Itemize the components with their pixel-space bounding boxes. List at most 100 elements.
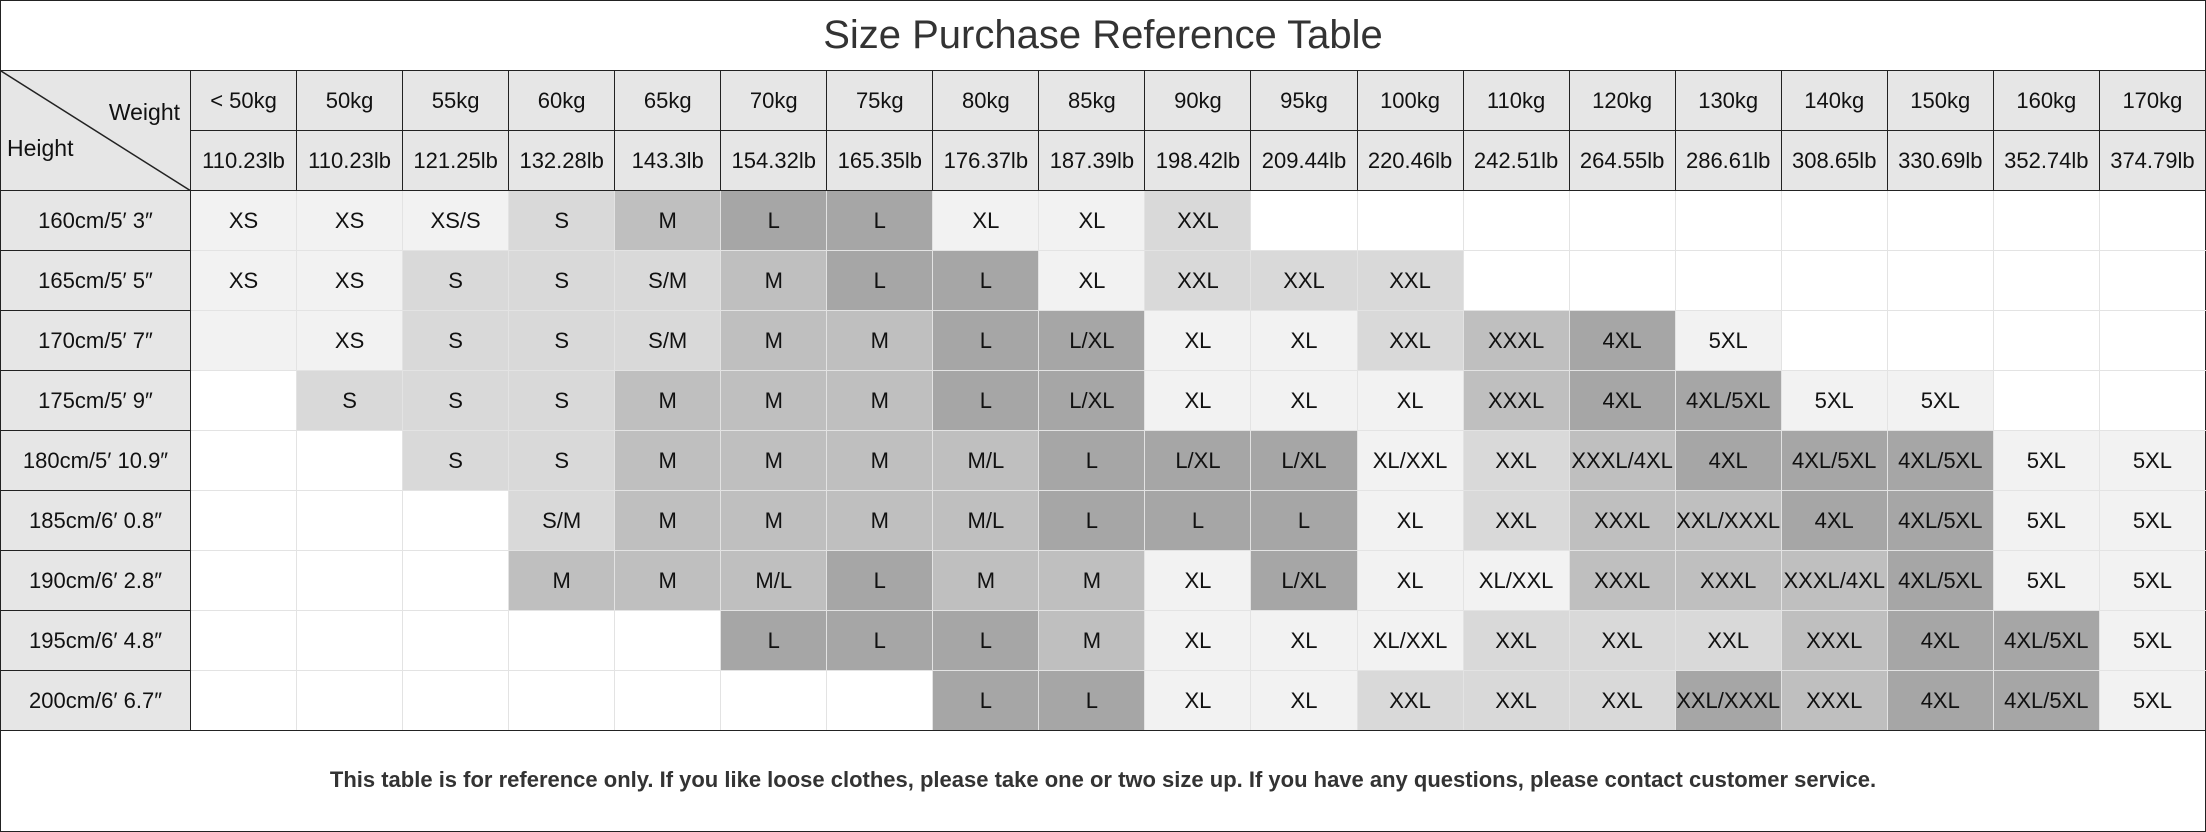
size-cell: XL [1356,370,1464,431]
size-cell: L/XL [1250,430,1358,491]
height-header: 160cm/5′ 3″ [0,190,191,251]
weight-kg-header: 55kg [402,70,510,131]
height-label: Height [7,135,74,161]
size-cell: 4XL/5XL [1886,490,1994,551]
weight-lb-header: 220.46lb [1356,130,1464,191]
size-cell: XXXL [1780,610,1888,671]
size-cell: 5XL [2098,610,2206,671]
size-cell [2098,370,2206,431]
weight-lb-header: 187.39lb [1038,130,1146,191]
size-cell: S/M [614,250,722,311]
size-cell [1462,250,1570,311]
size-cell: L/XL [1250,550,1358,611]
weight-kg-header: 120kg [1568,70,1676,131]
weight-lb-header: 242.51lb [1462,130,1570,191]
size-cell [1780,190,1888,251]
size-cell: 4XL/5XL [1674,370,1782,431]
size-cell: 5XL [1886,370,1994,431]
size-cell: M [826,430,934,491]
table-row: 160cm/5′ 3″ XS XS XS/S S M L L XL XL XXL [0,190,2206,251]
size-cell: XS [296,310,404,371]
size-cell [720,670,828,731]
table-row: 165cm/5′ 5″ XS XS S S S/M M L L XL XXL XXL XXL [0,250,2206,311]
weight-kg-header: 140kg [1780,70,1888,131]
size-cell [614,670,722,731]
height-header: 170cm/5′ 7″ [0,310,191,371]
weight-kg-header: 130kg [1674,70,1782,131]
size-cell: XS/S [402,190,510,251]
weight-lb-header: 132.28lb [508,130,616,191]
size-cell: M [614,370,722,431]
weight-lb-header: 143.3lb [614,130,722,191]
size-cell: XL [1250,370,1358,431]
weight-label: Weight [108,99,180,125]
size-cell [296,490,404,551]
size-cell: 4XL [1568,370,1676,431]
size-cell: XXL [1462,430,1570,491]
size-cell: M [720,250,828,311]
size-cell [1674,190,1782,251]
size-table: Weight Height < 50kg 50kg 55kg 60kg 65kg 70kg… [0,70,2206,731]
weight-kg-header: 90kg [1144,70,1252,131]
weight-kg-header: 150kg [1886,70,1994,131]
size-cell [402,550,510,611]
size-cell: XL [1356,490,1464,551]
height-header: 180cm/5′ 10.9″ [0,430,191,491]
size-cell: L [826,610,934,671]
size-cell: S/M [614,310,722,371]
size-cell: L [720,190,828,251]
size-cell: XXL [1462,490,1570,551]
size-cell: XL [1144,370,1252,431]
size-cell: L/XL [1144,430,1252,491]
size-cell: M [1038,610,1146,671]
size-cell: S [402,250,510,311]
size-cell: L [932,670,1040,731]
size-cell: L [1250,490,1358,551]
weight-lb-header: 330.69lb [1886,130,1994,191]
size-cell: XXXL [1780,670,1888,731]
size-cell: 4XL [1780,490,1888,551]
size-cell: XL [1144,670,1252,731]
size-cell: L [1038,670,1146,731]
size-cell: XXL/XXXL [1674,490,1782,551]
size-cell: XL [1356,550,1464,611]
diagonal-line [1,71,190,190]
page-title: Size Purchase Reference Table [823,13,1383,57]
weight-lb-header: 121.25lb [402,130,510,191]
size-cell [189,670,298,731]
size-cell: M [720,490,828,551]
weight-lb-header: 209.44lb [1250,130,1358,191]
table-row: 175cm/5′ 9″ S S S M M M L L/XL XL XL XL XXXL 4XL 4XL/5… [0,370,2206,431]
size-cell: M [826,370,934,431]
size-cell: M [720,370,828,431]
size-cell: S [508,250,616,311]
size-cell: M/L [932,490,1040,551]
size-cell: XL [1038,250,1146,311]
size-cell [189,310,298,371]
size-cell [2098,310,2206,371]
size-cell [614,610,722,671]
size-cell [402,610,510,671]
weight-lb-header: 154.32lb [720,130,828,191]
size-cell [1780,250,1888,311]
size-cell [402,490,510,551]
weight-lb-header: 110.23lb [296,130,404,191]
table-row: 195cm/6′ 4.8″ L L L M XL XL XL/XXL XXL XXL XXL XXXL… [0,610,2206,671]
size-cell: L [826,550,934,611]
height-header: 190cm/6′ 2.8″ [0,550,191,611]
size-cell: XXXL [1674,550,1782,611]
size-cell: XXL/XXXL [1674,670,1782,731]
table-row: 180cm/5′ 10.9″ S S M M M M/L L L/XL L/XL XL/XXL XXL… [0,430,2206,491]
size-cell: L [932,250,1040,311]
size-cell: M [932,550,1040,611]
size-cell: L [1144,490,1252,551]
size-cell [1568,250,1676,311]
size-cell: XS [189,190,298,251]
size-cell: 5XL [1992,550,2100,611]
size-cell: L/XL [1038,370,1146,431]
size-cell: 5XL [2098,670,2206,731]
size-cell: M [720,430,828,491]
size-cell: XL/XXL [1356,430,1464,491]
weight-kg-header: 65kg [614,70,722,131]
size-cell: 4XL [1886,670,1994,731]
